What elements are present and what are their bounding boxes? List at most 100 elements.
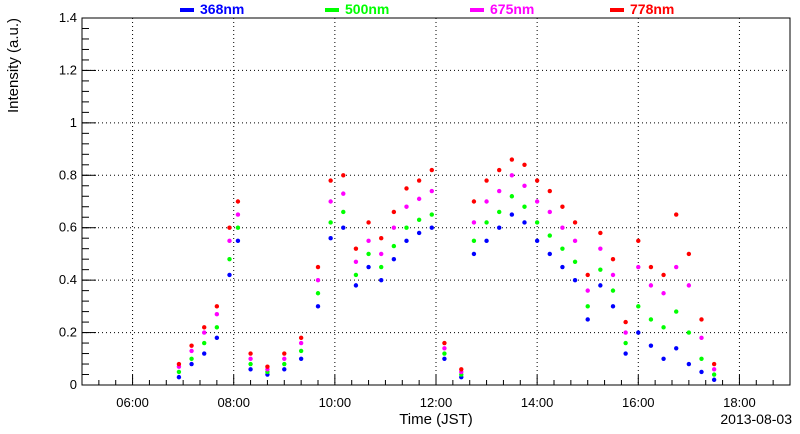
data-point	[341, 173, 346, 178]
x-tick-label: 16:00	[622, 395, 655, 410]
x-tick-label: 10:00	[319, 395, 352, 410]
data-point	[341, 225, 346, 230]
data-point	[416, 230, 422, 236]
x-tick-label: 14:00	[521, 395, 554, 410]
data-point	[534, 238, 540, 244]
y-axis-title: Intensity (a.u.)	[5, 18, 22, 113]
data-point	[379, 277, 384, 283]
data-point	[547, 233, 552, 238]
data-point	[459, 367, 464, 372]
data-point	[471, 238, 477, 244]
data-point	[227, 272, 232, 278]
data-point	[189, 356, 194, 361]
data-point	[328, 178, 333, 183]
data-point	[661, 325, 666, 330]
data-point	[404, 238, 409, 244]
data-point	[534, 220, 540, 225]
data-point	[598, 283, 603, 288]
data-point	[572, 238, 578, 244]
data-point	[560, 246, 565, 251]
data-point	[699, 369, 704, 375]
series-778nm	[176, 157, 717, 372]
x-tick-labels: 06:00 08:00 10:00 12:00 14:00 16:00 18:00	[116, 395, 755, 410]
data-point	[598, 267, 603, 272]
data-point	[572, 220, 578, 225]
data-point	[509, 173, 515, 178]
data-point	[636, 304, 641, 309]
x-tick-label: 06:00	[116, 395, 149, 410]
data-point	[648, 317, 654, 322]
data-point	[429, 188, 434, 194]
y-tick-label: 0.8	[59, 167, 77, 182]
data-point	[315, 277, 321, 283]
axis-ticks	[81, 17, 791, 386]
data-point	[509, 194, 515, 199]
data-point	[341, 191, 346, 196]
data-point	[572, 259, 578, 264]
data-point	[235, 238, 241, 244]
data-point	[282, 351, 287, 356]
data-point	[366, 264, 371, 270]
data-point	[585, 288, 590, 293]
series-500nm	[176, 194, 717, 377]
data-point	[298, 348, 304, 354]
data-point	[547, 251, 552, 257]
data-point	[227, 225, 232, 230]
data-point	[547, 209, 552, 215]
data-point	[661, 356, 666, 361]
legend-marker	[180, 8, 194, 12]
data-point	[298, 335, 304, 341]
data-point	[214, 325, 220, 330]
legend-label: 675nm	[490, 1, 534, 17]
data-point	[522, 204, 527, 209]
x-axis-title: Time (JST)	[399, 411, 473, 428]
data-point	[328, 199, 333, 204]
date-label: 2013-08-03	[720, 411, 792, 427]
data-point	[471, 199, 477, 204]
data-point	[429, 225, 434, 230]
data-point	[353, 246, 359, 251]
data-point	[636, 238, 641, 244]
data-point	[560, 204, 565, 209]
data-point	[202, 351, 207, 356]
data-point	[202, 330, 207, 335]
data-point	[404, 186, 409, 191]
data-point	[248, 367, 253, 372]
data-point	[484, 238, 489, 244]
data-point	[282, 356, 287, 361]
data-point	[176, 374, 182, 380]
legend-label: 500nm	[345, 1, 389, 17]
data-point	[497, 188, 502, 194]
data-point	[534, 199, 540, 204]
data-point	[610, 256, 616, 262]
data-point	[315, 264, 321, 270]
legend-label: 368nm	[200, 1, 244, 17]
data-point	[315, 304, 321, 309]
data-point	[598, 246, 603, 251]
legend-marker	[610, 8, 624, 12]
data-point	[674, 309, 679, 314]
data-point	[711, 367, 717, 372]
data-point	[353, 283, 359, 288]
data-point	[214, 335, 220, 341]
x-tick-label: 12:00	[420, 395, 453, 410]
data-point	[686, 251, 692, 257]
data-point	[442, 340, 447, 346]
data-point	[509, 212, 515, 217]
data-point	[674, 346, 679, 351]
data-point	[429, 167, 434, 173]
data-point	[648, 343, 654, 348]
data-point	[711, 377, 717, 382]
y-tick-label: 0	[70, 377, 77, 392]
data-point	[442, 346, 447, 351]
data-point	[315, 291, 321, 296]
data-point	[509, 157, 515, 162]
data-point	[282, 367, 287, 372]
data-point	[484, 199, 489, 204]
y-tick-labels: 0 0.2 0.4 0.6 0.8 1 1.2 1.4	[59, 10, 77, 392]
data-point	[711, 372, 717, 377]
data-point	[623, 330, 628, 335]
data-point	[353, 259, 359, 264]
data-point	[391, 256, 397, 262]
x-tick-label: 18:00	[723, 395, 756, 410]
